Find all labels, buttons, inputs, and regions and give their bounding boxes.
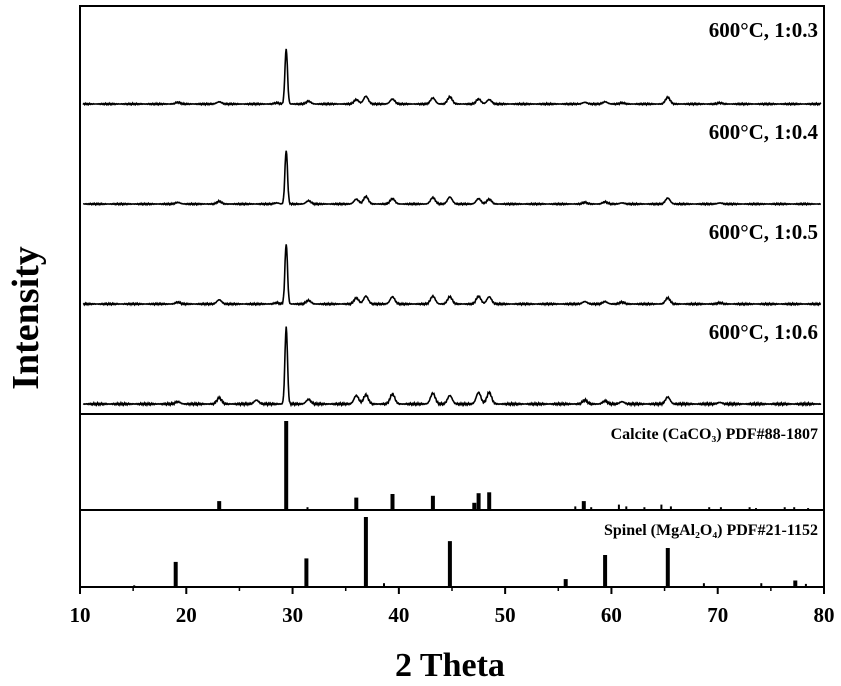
x-tick-label: 60	[601, 603, 622, 627]
x-axis: 10 20 30 40 50 60 70 80	[70, 587, 835, 627]
xrd-traces	[82, 48, 822, 408]
series-label: 600°C, 1:0.6	[709, 320, 818, 344]
x-tick-label: 10	[70, 603, 91, 627]
series-labels: 600°C, 1:0.3 600°C, 1:0.4 600°C, 1:0.5 600°…	[604, 18, 819, 539]
x-tick-label: 30	[282, 603, 303, 627]
x-tick-label: 70	[707, 603, 728, 627]
xrd-trace-line	[82, 48, 822, 107]
xrd-trace-line	[82, 244, 822, 307]
series-label: 600°C, 1:0.4	[709, 120, 819, 144]
x-tick-label: 40	[388, 603, 409, 627]
plot-frames	[79, 5, 825, 588]
series-label: 600°C, 1:0.3	[709, 18, 818, 42]
y-axis-title: Intensity	[5, 246, 47, 390]
reference-label: Spinel (MgAl₂O₄) PDF#21-1152	[604, 522, 818, 539]
x-tick-label: 20	[176, 603, 197, 627]
series-label: 600°C, 1:0.5	[709, 220, 818, 244]
plot-frame	[79, 5, 825, 588]
x-tick-label: 80	[814, 603, 835, 627]
reference-label: Calcite (CaCO₃) PDF#88-1807	[611, 426, 818, 443]
x-axis-title: 2 Theta	[395, 647, 505, 684]
xrd-trace-line	[82, 326, 822, 408]
reference-sticks	[133, 421, 810, 586]
x-tick-label: 50	[495, 603, 516, 627]
xrd-trace-line	[82, 150, 821, 207]
